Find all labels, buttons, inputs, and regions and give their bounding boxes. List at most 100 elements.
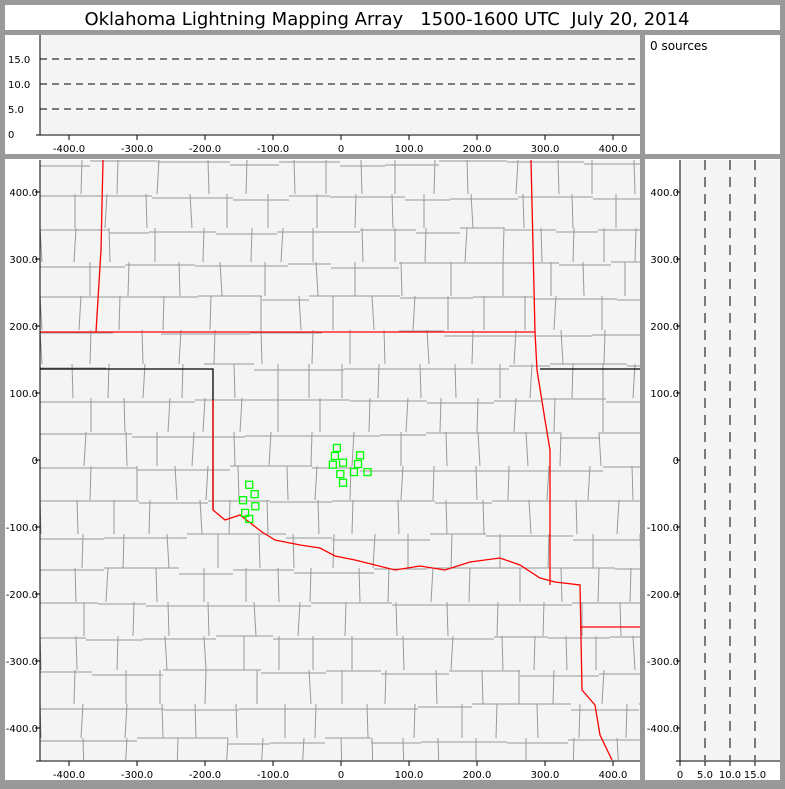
lightning-source-marker bbox=[363, 467, 372, 477]
x-tick-label: 200.0 bbox=[463, 770, 492, 781]
county-border bbox=[73, 669, 76, 705]
county-border bbox=[317, 499, 320, 535]
x-tick-label: 15.0 bbox=[744, 770, 766, 781]
county-border bbox=[207, 601, 210, 637]
county-border bbox=[226, 737, 229, 760]
county-border bbox=[82, 737, 85, 760]
county-border bbox=[293, 160, 296, 195]
county-border bbox=[167, 397, 171, 433]
county-border bbox=[496, 601, 499, 637]
county-border bbox=[402, 737, 405, 760]
x-tick-label: -300.0 bbox=[121, 770, 153, 781]
county-border bbox=[597, 567, 600, 603]
lightning-source-marker bbox=[349, 467, 359, 477]
county-border bbox=[601, 669, 605, 705]
county-border bbox=[571, 363, 574, 399]
county-border bbox=[445, 499, 448, 535]
y-tick-label: 10.0 bbox=[8, 80, 30, 91]
county-border bbox=[205, 465, 209, 501]
county-border bbox=[142, 363, 146, 399]
county-border bbox=[437, 737, 440, 760]
county-border bbox=[476, 397, 479, 433]
county-border bbox=[603, 329, 606, 365]
county-border bbox=[191, 431, 195, 467]
county-border bbox=[553, 397, 556, 433]
x-tick-label: 0 bbox=[677, 770, 683, 781]
county-border bbox=[616, 737, 619, 760]
county-border bbox=[202, 397, 206, 433]
county-border bbox=[125, 737, 128, 760]
county-border bbox=[105, 567, 109, 603]
county-border bbox=[233, 363, 236, 399]
county-border bbox=[268, 431, 272, 467]
county-border bbox=[528, 499, 532, 535]
county-border bbox=[174, 465, 178, 501]
y-tick-label: 200.0 bbox=[650, 322, 679, 333]
county-border bbox=[89, 465, 92, 501]
county-border bbox=[204, 669, 207, 705]
county-border bbox=[233, 431, 236, 467]
x-tick-label: -400.0 bbox=[53, 770, 85, 781]
county-border bbox=[148, 499, 151, 535]
county-border bbox=[384, 669, 387, 705]
county-border bbox=[123, 397, 126, 433]
county-border bbox=[632, 363, 636, 399]
lightning-source-marker bbox=[251, 502, 260, 511]
county-border bbox=[405, 397, 409, 433]
y-tick-label: -200.0 bbox=[647, 590, 679, 601]
x-tick-label: 200.0 bbox=[463, 144, 492, 155]
ns-altitude-axes: 400.0 300.0 200.0 100.0 0 -100.0 -200.0 -300.0 -… bbox=[647, 160, 780, 781]
county-border bbox=[104, 193, 108, 229]
x-tick-label: 100.0 bbox=[395, 770, 424, 781]
county-border bbox=[634, 227, 637, 263]
county-border bbox=[156, 160, 160, 195]
county-border bbox=[302, 737, 305, 760]
y-tick-label: -300.0 bbox=[6, 657, 38, 668]
county-border bbox=[371, 295, 375, 331]
county-border bbox=[450, 635, 454, 671]
county-border bbox=[181, 363, 184, 399]
lightning-source-marker bbox=[245, 480, 254, 489]
x-tick-label: 0 bbox=[338, 770, 344, 781]
county-borders bbox=[40, 160, 640, 760]
county-border bbox=[419, 363, 422, 399]
county-border bbox=[633, 160, 636, 195]
county-border bbox=[310, 431, 313, 467]
county-border bbox=[167, 601, 170, 637]
state-borders bbox=[40, 160, 640, 760]
county-border bbox=[435, 669, 438, 705]
county-border bbox=[454, 363, 457, 399]
x-tick-label: 0 bbox=[338, 144, 344, 155]
county-border bbox=[377, 363, 380, 399]
y-tick-label: 0 bbox=[32, 456, 38, 467]
x-tick-label: -100.0 bbox=[257, 770, 289, 781]
county-border bbox=[631, 465, 634, 501]
y-tick-label: 400.0 bbox=[9, 188, 38, 199]
county-border bbox=[292, 533, 295, 569]
county-border bbox=[145, 193, 148, 229]
county-border bbox=[260, 329, 263, 365]
y-tick-label: 0 bbox=[673, 456, 679, 467]
county-border bbox=[164, 635, 168, 671]
county-border bbox=[501, 635, 504, 671]
lightning-source-marker bbox=[330, 451, 340, 461]
county-border bbox=[395, 601, 398, 637]
lightning-source-marker bbox=[250, 490, 259, 499]
county-border bbox=[433, 160, 436, 195]
county-border bbox=[239, 397, 243, 433]
county-border bbox=[89, 329, 92, 365]
county-border bbox=[482, 499, 485, 535]
county-border bbox=[178, 329, 182, 365]
county-border bbox=[464, 227, 468, 263]
y-tick-label: -400.0 bbox=[647, 724, 679, 735]
county-border bbox=[83, 431, 87, 467]
county-border bbox=[439, 397, 442, 433]
county-border bbox=[189, 193, 193, 229]
state-border-red bbox=[40, 160, 640, 760]
county-border bbox=[116, 635, 119, 671]
y-tick-label: 400.0 bbox=[650, 188, 679, 199]
y-tick-label: -400.0 bbox=[6, 724, 38, 735]
county-border bbox=[277, 567, 280, 603]
county-border bbox=[529, 363, 533, 399]
lightning-source-marker bbox=[238, 496, 248, 505]
